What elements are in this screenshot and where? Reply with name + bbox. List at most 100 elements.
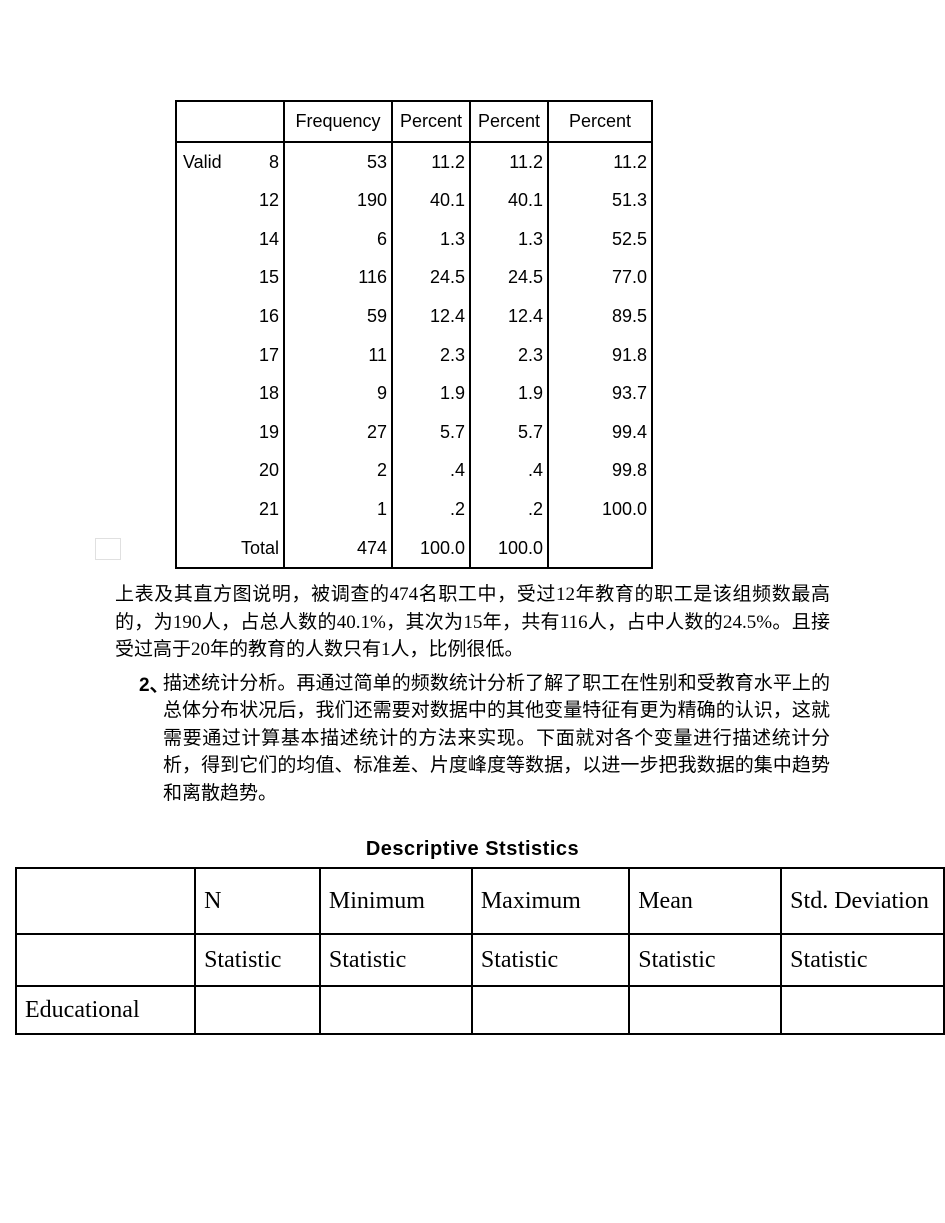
value-cell: 2.3 xyxy=(392,336,470,375)
category-cell: 15 xyxy=(234,258,284,297)
value-cell: 12.4 xyxy=(392,297,470,336)
category-cell: 18 xyxy=(234,374,284,413)
cell-maximum xyxy=(472,986,629,1034)
value-cell: 52.5 xyxy=(548,220,652,259)
value-cell: 116 xyxy=(284,258,392,297)
value-cell: 1.9 xyxy=(392,374,470,413)
table-row: 1891.91.993.7 xyxy=(176,374,652,413)
value-cell: 1.3 xyxy=(392,220,470,259)
value-cell: 99.4 xyxy=(548,413,652,452)
category-cell: 12 xyxy=(234,181,284,220)
value-cell: 91.8 xyxy=(548,336,652,375)
value-cell: 40.1 xyxy=(392,181,470,220)
value-cell: 53 xyxy=(284,142,392,182)
value-cell: 24.5 xyxy=(392,258,470,297)
header-std-deviation: Std. Deviation xyxy=(781,868,944,934)
decorative-box xyxy=(95,538,121,560)
value-cell: 24.5 xyxy=(470,258,548,297)
value-cell: 2.3 xyxy=(470,336,548,375)
header-blank xyxy=(176,101,234,142)
value-cell: 190 xyxy=(284,181,392,220)
value-cell: 100.0 xyxy=(548,490,652,529)
table-row: Educational xyxy=(16,986,944,1034)
subheader-statistic: Statistic xyxy=(629,934,781,986)
header-minimum: Minimum xyxy=(320,868,472,934)
descriptive-statistics-table: N Minimum Maximum Mean Std. Deviation St… xyxy=(15,867,945,1035)
header-valid-percent: Percent xyxy=(470,101,548,142)
value-cell: 11.2 xyxy=(470,142,548,182)
descriptive-stats-title: Descriptive Ststistics xyxy=(0,838,945,861)
header-maximum: Maximum xyxy=(472,868,629,934)
table-row: 202.4.499.8 xyxy=(176,451,652,490)
value-cell: 11.2 xyxy=(548,142,652,182)
value-cell: 5.7 xyxy=(470,413,548,452)
paragraph-analysis: 上表及其直方图说明，被调查的474名职工中，受过12年教育的职工是该组频数最高的… xyxy=(115,581,830,664)
cell-mean xyxy=(629,986,781,1034)
subheader-statistic: Statistic xyxy=(781,934,944,986)
list-body: 描述统计分析。再通过简单的频数统计分析了解了职工在性别和受教育水平上的总体分布状… xyxy=(163,670,830,808)
value-cell: 5.7 xyxy=(392,413,470,452)
value-cell: 474 xyxy=(284,529,392,569)
category-cell: 14 xyxy=(234,220,284,259)
list-item-2: 2、 描述统计分析。再通过简单的频数统计分析了解了职工在性别和受教育水平上的总体… xyxy=(115,670,830,808)
cell-minimum xyxy=(320,986,472,1034)
table-row: 211.2.2100.0 xyxy=(176,490,652,529)
value-cell: 89.5 xyxy=(548,297,652,336)
cell-std xyxy=(781,986,944,1034)
header-percent: Percent xyxy=(392,101,470,142)
value-cell: 93.7 xyxy=(548,374,652,413)
value-cell: 1 xyxy=(284,490,392,529)
category-cell: 19 xyxy=(234,413,284,452)
value-cell: 12.4 xyxy=(470,297,548,336)
value-cell: 9 xyxy=(284,374,392,413)
table-row: 165912.412.489.5 xyxy=(176,297,652,336)
header-mean: Mean xyxy=(629,868,781,934)
total-row: Total474100.0100.0 xyxy=(176,529,652,569)
total-label: Total xyxy=(234,529,284,569)
subheader-blank xyxy=(16,934,195,986)
value-cell: 6 xyxy=(284,220,392,259)
category-cell: 17 xyxy=(234,336,284,375)
descriptive-table-container: N Minimum Maximum Mean Std. Deviation St… xyxy=(15,867,945,1035)
table-row: 1511624.524.577.0 xyxy=(176,258,652,297)
value-cell: 1.3 xyxy=(470,220,548,259)
value-cell: .4 xyxy=(470,451,548,490)
table-row: 17112.32.391.8 xyxy=(176,336,652,375)
valid-label: Valid xyxy=(176,142,234,569)
table-header-row: N Minimum Maximum Mean Std. Deviation xyxy=(16,868,944,934)
cell-n xyxy=(195,986,320,1034)
table-row: 1461.31.352.5 xyxy=(176,220,652,259)
value-cell: 1.9 xyxy=(470,374,548,413)
value-cell xyxy=(548,529,652,569)
subheader-statistic: Statistic xyxy=(320,934,472,986)
value-cell: .2 xyxy=(392,490,470,529)
table-subheader-row: Statistic Statistic Statistic Statistic … xyxy=(16,934,944,986)
table-row: 19275.75.799.4 xyxy=(176,413,652,452)
category-cell: 16 xyxy=(234,297,284,336)
value-cell: 77.0 xyxy=(548,258,652,297)
header-blank xyxy=(16,868,195,934)
table-row: Valid85311.211.211.2 xyxy=(176,142,652,182)
category-cell: 8 xyxy=(234,142,284,182)
subheader-statistic: Statistic xyxy=(472,934,629,986)
table-header-row: Frequency Percent Percent Percent xyxy=(176,101,652,142)
header-blank xyxy=(234,101,284,142)
frequency-table: Frequency Percent Percent Percent Valid8… xyxy=(175,100,653,569)
row-label-educational: Educational xyxy=(16,986,195,1034)
table-row: 1219040.140.151.3 xyxy=(176,181,652,220)
value-cell: 2 xyxy=(284,451,392,490)
category-cell: 20 xyxy=(234,451,284,490)
value-cell: 11.2 xyxy=(392,142,470,182)
frequency-table-container: Frequency Percent Percent Percent Valid8… xyxy=(175,100,830,569)
value-cell: 59 xyxy=(284,297,392,336)
value-cell: 99.8 xyxy=(548,451,652,490)
value-cell: 27 xyxy=(284,413,392,452)
value-cell: 40.1 xyxy=(470,181,548,220)
subheader-statistic: Statistic xyxy=(195,934,320,986)
value-cell: .2 xyxy=(470,490,548,529)
list-marker: 2、 xyxy=(115,670,163,697)
header-n: N xyxy=(195,868,320,934)
header-cum-percent: Percent xyxy=(548,101,652,142)
value-cell: 100.0 xyxy=(470,529,548,569)
value-cell: 51.3 xyxy=(548,181,652,220)
